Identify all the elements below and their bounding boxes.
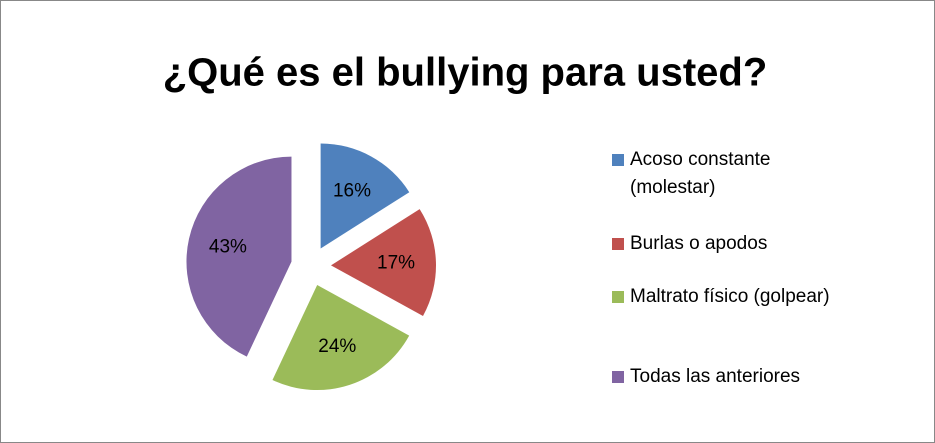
data-label: 17% <box>377 252 415 273</box>
pie-slice <box>186 156 292 357</box>
data-label: 24% <box>318 336 356 357</box>
legend-label: Maltrato físico (golpear) <box>630 286 830 307</box>
legend-swatch <box>612 238 624 250</box>
legend-swatch <box>612 371 624 383</box>
pie-slice <box>320 143 410 249</box>
pie-slice <box>272 285 410 391</box>
legend-swatch <box>612 291 624 303</box>
pie-slice <box>330 209 436 316</box>
chart-title: ¿Qué es el bullying para usted? <box>163 51 768 95</box>
legend-label: Acoso constante (molestar) <box>630 149 770 198</box>
legend-swatch <box>612 154 624 166</box>
data-label: 16% <box>333 180 371 201</box>
legend-label: Burlas o apodos <box>630 233 767 254</box>
legend-label: Todas las anteriores <box>630 366 800 387</box>
data-label: 43% <box>209 236 247 257</box>
